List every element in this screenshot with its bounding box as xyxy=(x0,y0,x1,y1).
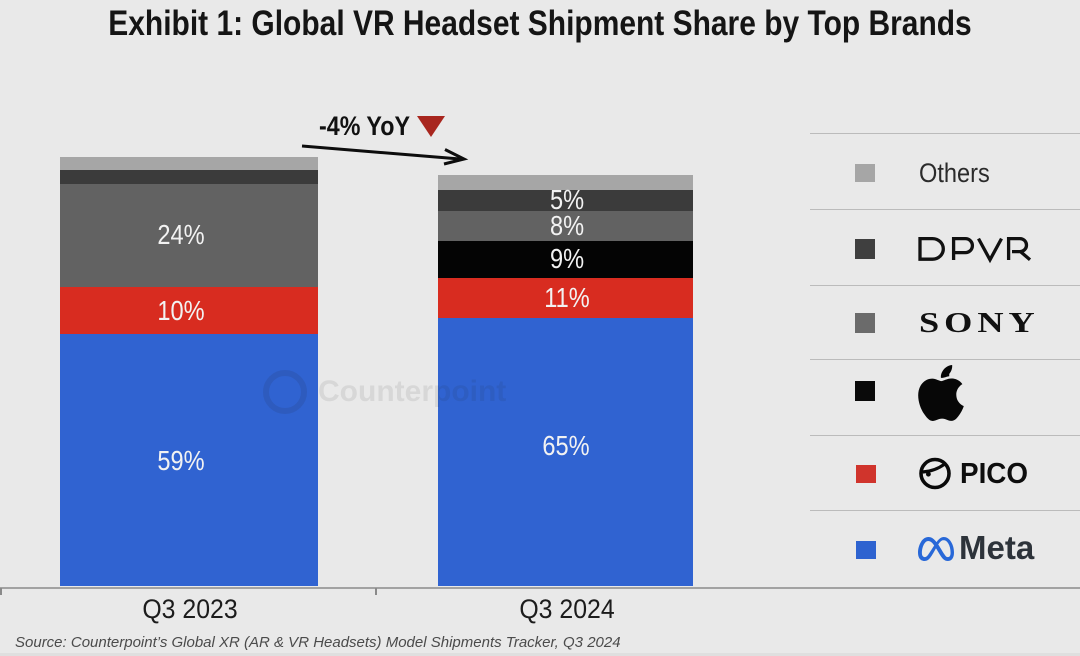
svg-text:Counterpoint: Counterpoint xyxy=(318,375,506,408)
